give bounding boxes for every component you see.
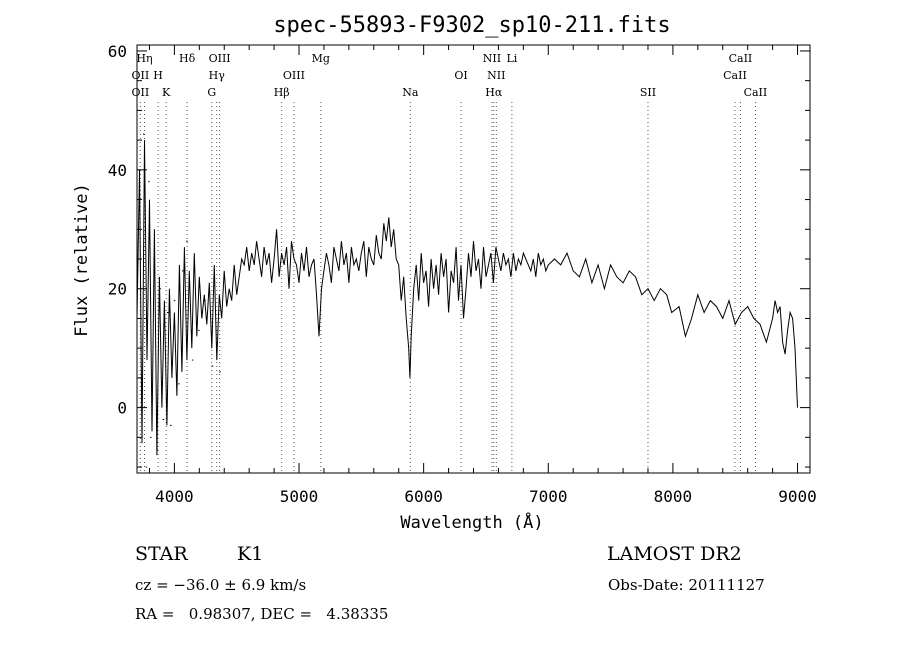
line-label-7-0: OIII xyxy=(209,52,231,65)
x-tick-label: 6000 xyxy=(404,487,443,506)
line-label-12-0: OI xyxy=(454,69,467,82)
plot-frame xyxy=(136,44,811,474)
x-tick-label: 7000 xyxy=(529,487,568,506)
axis-ticks: 4000 5000 6000 7000 8000 9000 0 20 40 60 xyxy=(108,42,817,506)
emission-line-markers: OIIOIIHηHKHδGHγOIIIHβOIIIMgNaOINIIHαNIIL… xyxy=(132,52,768,473)
x-tick-label: 8000 xyxy=(654,487,693,506)
spectral-subclass: K1 xyxy=(237,543,264,565)
x-tick-label: 5000 xyxy=(280,487,319,506)
line-label-18-0: CaII xyxy=(723,69,747,82)
x-axis-label: Wavelength (Å) xyxy=(400,511,543,533)
line-label-6-0: Hγ xyxy=(209,69,226,82)
line-label-15-0: NII xyxy=(487,69,505,82)
line-label-1-0: Hη xyxy=(136,52,152,65)
chart-title: spec-55893-F9302_sp10-211.fits xyxy=(273,13,670,38)
x-tick-label: 4000 xyxy=(155,487,194,506)
line-label-13-0: NII xyxy=(483,52,501,65)
object-class: STAR xyxy=(135,543,188,565)
spectrum-line-0 xyxy=(136,140,798,456)
spectrum-series xyxy=(136,133,798,468)
line-label-20-0: CaII xyxy=(744,86,768,99)
observation-date: Obs-Date: 20111127 xyxy=(608,576,765,594)
line-label-0-0: OII xyxy=(132,69,150,82)
y-tick-label: 40 xyxy=(108,161,127,180)
coordinates-readout: RA = 0.98307, DEC = 4.38335 xyxy=(135,605,389,623)
line-label-10-0: Mg xyxy=(312,52,330,65)
survey-name: LAMOST DR2 xyxy=(607,543,742,565)
y-tick-label: 60 xyxy=(108,42,127,61)
y-axis-label: Flux (relative) xyxy=(72,183,92,337)
line-label-8-0: Hβ xyxy=(274,86,290,99)
line-label-3-0: K xyxy=(162,86,171,99)
y-tick-label: 20 xyxy=(108,280,127,299)
line-label-14-0: Hα xyxy=(485,86,503,99)
line-label-11-0: Na xyxy=(402,86,419,99)
line-label-4-0: Hδ xyxy=(179,52,196,65)
line-label-16-0: Li xyxy=(506,52,517,65)
line-label-17-0: SII xyxy=(640,86,656,99)
line-label-9-0: OIII xyxy=(283,69,305,82)
line-label-19-0: CaII xyxy=(729,52,753,65)
line-label-5-0: G xyxy=(207,86,216,99)
redshift-readout: cz = −36.0 ± 6.9 km/s xyxy=(135,576,307,594)
x-tick-label: 9000 xyxy=(778,487,817,506)
y-tick-label: 0 xyxy=(117,399,127,418)
line-label-0-1: OII xyxy=(132,86,150,99)
line-label-2-0: H xyxy=(153,69,163,82)
